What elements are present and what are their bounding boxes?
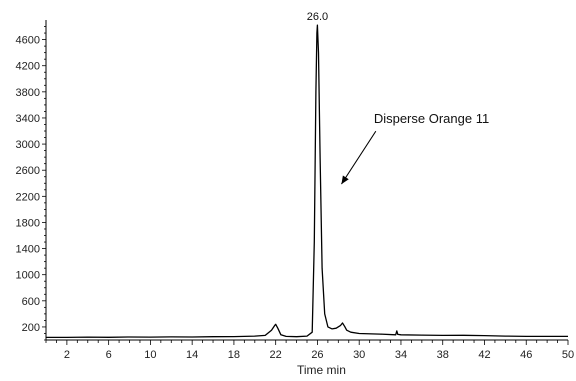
y-tick-label: 600 bbox=[22, 296, 40, 308]
x-tick-label: 38 bbox=[437, 349, 449, 361]
x-tick-label: 26 bbox=[311, 349, 323, 361]
y-tick-label: 3800 bbox=[16, 87, 40, 99]
y-tick-label: 3000 bbox=[16, 139, 40, 151]
x-tick-label: 2 bbox=[64, 349, 70, 361]
y-tick-label: 4200 bbox=[16, 61, 40, 73]
x-tick-label: 14 bbox=[186, 349, 198, 361]
y-tick-label: 1800 bbox=[16, 217, 40, 229]
x-axis-ticks: 2 6 10 14 18 22 26 30 34 38 42 46 50 bbox=[45, 340, 574, 361]
x-tick-label: 42 bbox=[478, 349, 490, 361]
y-tick-label: 3400 bbox=[16, 113, 40, 125]
series-trace-line bbox=[46, 24, 568, 339]
x-tick-label: 34 bbox=[395, 349, 407, 361]
y-axis-ticks: 200 600 1000 1400 1800 2200 2600 3000 3400 3800 42… bbox=[16, 26, 46, 341]
y-tick-label: 4600 bbox=[16, 35, 40, 47]
x-tick-label: 46 bbox=[520, 349, 532, 361]
y-tick-label: 1400 bbox=[16, 244, 40, 256]
x-tick-label: 10 bbox=[144, 349, 156, 361]
x-tick-label: 50 bbox=[562, 349, 574, 361]
x-tick-label: 6 bbox=[106, 349, 112, 361]
compound-annotation-label: Disperse Orange 11 bbox=[374, 111, 489, 126]
x-tick-label: 22 bbox=[270, 349, 282, 361]
x-tick-label: 30 bbox=[353, 349, 365, 361]
x-tick-label: 18 bbox=[228, 349, 240, 361]
peak-label-26: 26.0 bbox=[307, 11, 328, 23]
annotation-arrow-head bbox=[341, 175, 349, 185]
annotation-arrow-shaft bbox=[341, 130, 377, 185]
y-tick-label: 2200 bbox=[16, 191, 40, 203]
y-tick-label: 200 bbox=[22, 322, 40, 334]
x-axis-title: Time min bbox=[297, 363, 346, 377]
y-tick-label: 1000 bbox=[16, 270, 40, 282]
y-tick-label: 2600 bbox=[16, 165, 40, 177]
